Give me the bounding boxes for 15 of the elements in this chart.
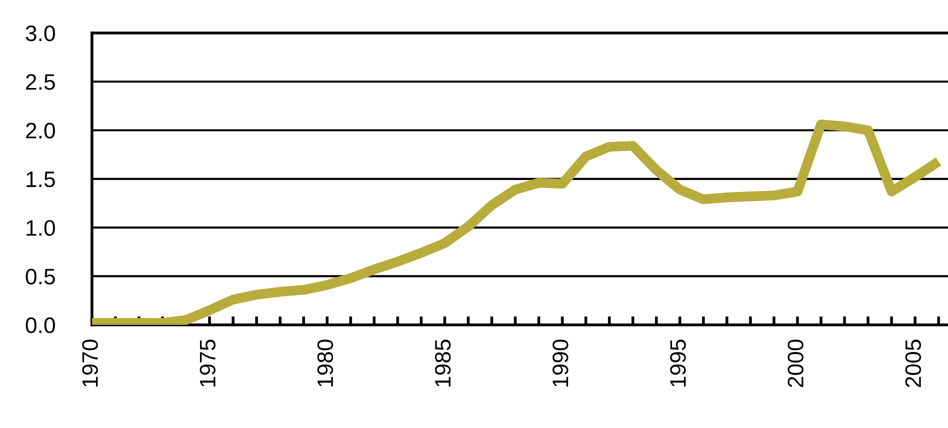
y-tick-label: 1.5 — [26, 172, 55, 188]
y-tick-label: 2.0 — [26, 122, 55, 139]
x-tick-label: 1995 — [670, 340, 686, 386]
x-tick-label: 2005 — [905, 340, 922, 388]
x-tick-label: 1990 — [552, 340, 568, 386]
x-tick-label: 1970 — [82, 340, 98, 386]
x-tick-label: 2000 — [788, 340, 804, 388]
y-tick-label: 3.0 — [26, 25, 55, 42]
y-tick-label: 0.0 — [26, 317, 55, 334]
x-tick-label: 1985 — [434, 340, 451, 386]
y-tick-label: 2.5 — [26, 74, 55, 90]
y-tick-label: 1.0 — [26, 220, 55, 236]
x-tick-label: 1975 — [200, 340, 216, 386]
y-tick-label: 0.5 — [26, 268, 55, 284]
x-tick-label: 1980 — [317, 340, 334, 386]
